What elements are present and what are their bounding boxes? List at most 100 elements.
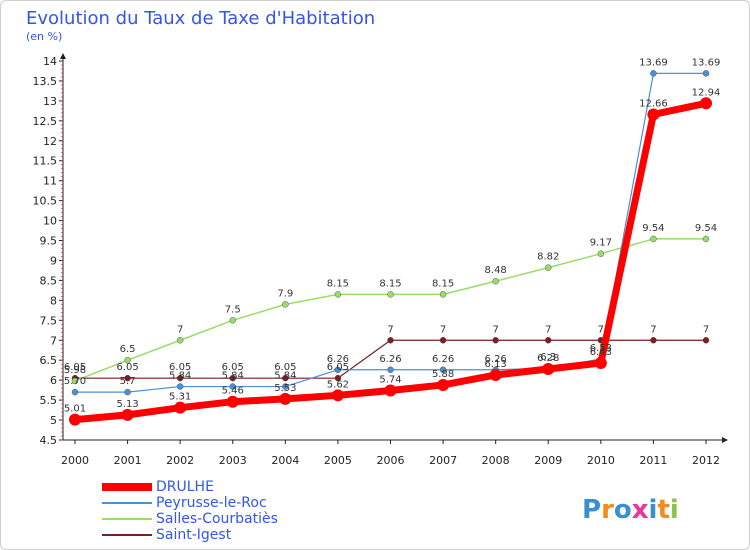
data-point xyxy=(650,70,657,77)
data-label: 7 xyxy=(492,324,498,335)
data-point xyxy=(71,388,79,396)
data-point xyxy=(702,70,710,77)
series-drulhe xyxy=(69,97,712,426)
y-tick-label: 11.5 xyxy=(33,155,58,168)
y-tick-label: 6 xyxy=(50,374,57,387)
data-label: 13.69 xyxy=(639,57,668,68)
x-tick-label: 2001 xyxy=(114,454,142,467)
data-labels: 5.01 5.13 5.31 5.46 5.53 5.62 5.74 5.88 6.13 6.28… xyxy=(64,57,720,414)
data-point xyxy=(492,277,499,285)
x-tick-label: 2010 xyxy=(587,454,615,467)
data-label: 5.88 xyxy=(432,369,454,380)
x-tick-label: 2006 xyxy=(377,454,405,467)
y-tick-label: 7 xyxy=(50,334,57,347)
logo-letter: r xyxy=(601,495,614,525)
data-label: 5.98 xyxy=(64,365,86,376)
data-point xyxy=(229,383,236,390)
y-axis-arrow xyxy=(60,53,66,59)
data-point xyxy=(229,317,236,324)
data-point xyxy=(597,250,605,257)
data-point xyxy=(176,374,184,382)
y-tick-label: 9.5 xyxy=(40,235,58,248)
y-tick-label: 7.5 xyxy=(40,314,58,327)
chart-subtitle: (en %) xyxy=(26,30,62,43)
y-tick-label: 5 xyxy=(50,414,57,427)
data-point xyxy=(334,291,342,298)
x-tick-label: 2009 xyxy=(534,454,562,467)
data-label: 6.26 xyxy=(379,354,401,365)
data-label: 5.70 xyxy=(64,376,86,387)
x-tick-label: 2008 xyxy=(482,454,510,467)
data-label: 7 xyxy=(703,324,709,335)
data-label: 8.15 xyxy=(327,278,349,289)
data-point xyxy=(647,108,660,121)
data-label: 5.62 xyxy=(327,379,349,390)
x-tick-label: 2002 xyxy=(166,454,194,467)
data-label: 5.74 xyxy=(379,375,401,386)
data-point xyxy=(334,366,342,374)
data-point xyxy=(387,337,394,344)
x-tick-label: 2011 xyxy=(639,454,667,467)
y-tick-label: 13.5 xyxy=(33,75,58,88)
logo-letter: i xyxy=(670,495,679,525)
y-tick-label: 5.5 xyxy=(40,394,58,407)
y-tick-label: 13 xyxy=(43,95,57,108)
chart-title: Evolution du Taux de Taxe d'Habitation xyxy=(26,8,375,29)
logo-letter: t xyxy=(657,495,669,525)
data-point xyxy=(282,383,289,390)
x-tick-label: 2003 xyxy=(219,454,247,467)
y-tick-label: 8.5 xyxy=(40,274,58,287)
data-label: 6.53 xyxy=(590,343,612,354)
data-point xyxy=(439,337,447,344)
data-label: 7 xyxy=(598,324,604,335)
y-tick-label: 8 xyxy=(50,294,57,307)
logo-letter: x xyxy=(632,495,649,525)
data-point xyxy=(334,374,342,382)
data-label: 6.05 xyxy=(64,362,86,373)
data-label: 5.31 xyxy=(169,392,191,403)
data-point xyxy=(71,377,79,385)
data-label: 6.5 xyxy=(120,344,136,355)
series-salles-courbati-s xyxy=(71,235,710,385)
data-point xyxy=(174,401,187,414)
legend: DRULHEPeyrusse-le-RocSalles-CourbatièsSa… xyxy=(102,479,278,543)
data-label: 6.43 xyxy=(590,347,612,358)
data-point xyxy=(124,356,131,364)
data-label: 9.54 xyxy=(642,223,664,234)
data-point xyxy=(282,301,289,308)
data-point xyxy=(279,392,292,405)
data-label: 6.05 xyxy=(222,362,244,373)
y-tick-label: 10.5 xyxy=(33,195,58,208)
y-tick-label: 11 xyxy=(43,175,57,188)
data-label: 8.48 xyxy=(485,265,507,276)
data-label: 6.28 xyxy=(537,353,559,364)
data-point xyxy=(594,357,607,370)
data-point xyxy=(121,408,134,421)
y-tick-label: 4.5 xyxy=(40,434,58,447)
data-point xyxy=(437,378,450,391)
y-tick-label: 6.5 xyxy=(40,354,58,367)
data-point xyxy=(176,383,184,390)
data-point xyxy=(229,374,236,382)
data-label: 7.5 xyxy=(225,304,241,315)
data-point xyxy=(650,235,657,243)
data-label: 9.54 xyxy=(695,223,717,234)
data-point xyxy=(124,388,131,396)
axes: 4.5 5 5.5 6 6.5 7 7.5 8 8.5 9 9.5 10 10.5 11 11.5 12 12.… xyxy=(33,53,728,467)
legend-label: Peyrusse-le-Roc xyxy=(156,495,267,511)
legend-label: Saint-Igest xyxy=(156,527,232,543)
logo-letter: P xyxy=(582,495,601,525)
data-point xyxy=(545,337,552,344)
data-point xyxy=(439,366,447,374)
x-tick-label: 2007 xyxy=(429,454,457,467)
y-tick-label: 10 xyxy=(43,215,57,228)
data-label: 6.3 xyxy=(540,352,556,363)
data-label: 9.17 xyxy=(590,238,612,249)
legend-label: DRULHE xyxy=(156,479,214,495)
data-label: 7 xyxy=(545,324,551,335)
y-tick-label: 9 xyxy=(50,254,57,267)
logo-letter: o xyxy=(614,495,632,525)
data-point xyxy=(439,291,447,298)
legend-label: Salles-Courbatiès xyxy=(156,511,278,527)
